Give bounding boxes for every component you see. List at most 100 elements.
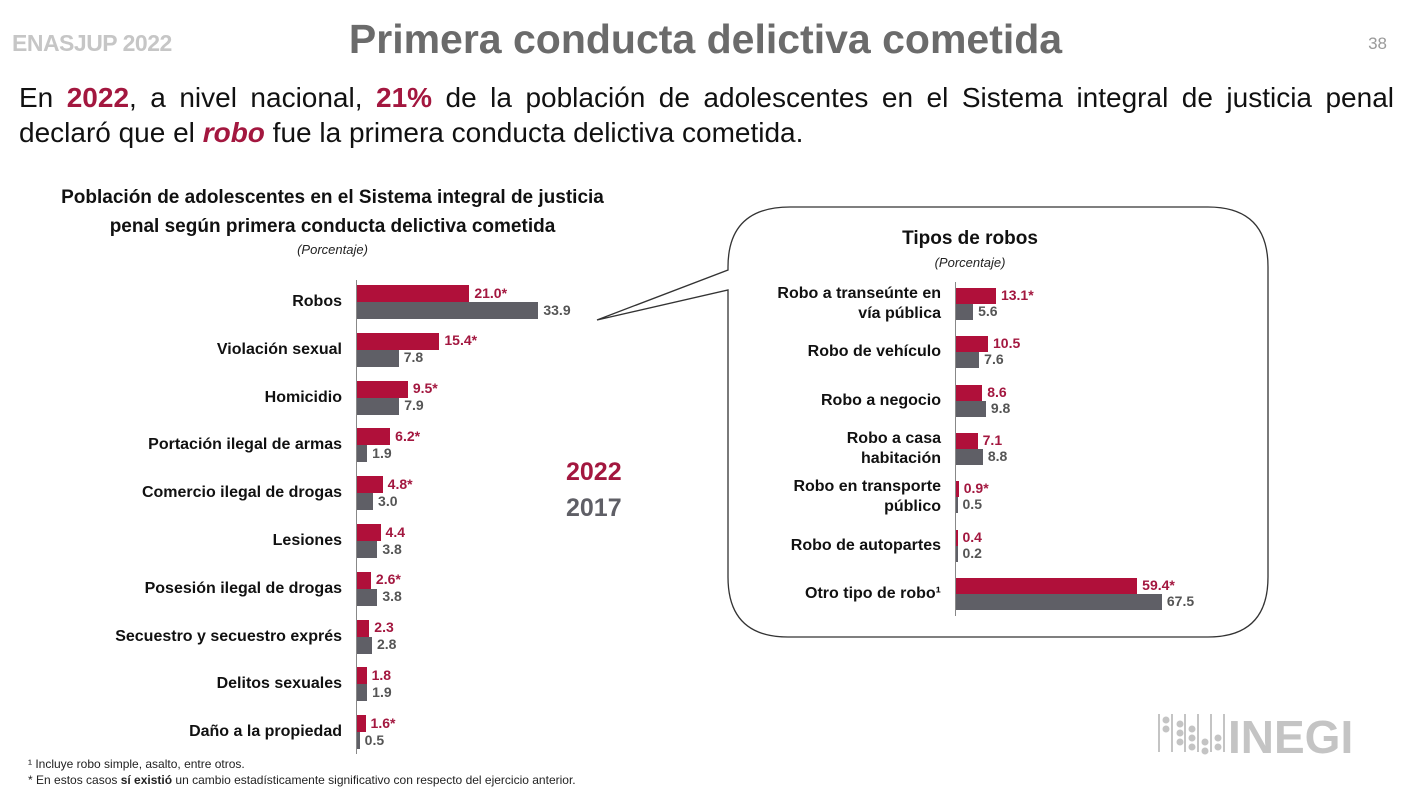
- bar-2017: [357, 302, 539, 319]
- category-label: Homicidio: [264, 388, 342, 406]
- bar-2022: [357, 285, 470, 302]
- bar-2017: [357, 493, 374, 511]
- inegi-logo: INEGI: [1158, 712, 1353, 757]
- bar-2022: [956, 288, 996, 304]
- category-label: Robo a transeúnte en vía pública: [777, 285, 941, 322]
- bar-2017: [357, 397, 400, 415]
- data-label-2022: 1.8: [371, 666, 392, 683]
- legend-2017: 2017: [566, 494, 622, 522]
- data-label-2022: 6.2*: [395, 427, 421, 444]
- lead-text: En 2022, a nivel nacional, 21% de la pob…: [19, 80, 1394, 150]
- category-label: Lesiones: [272, 532, 342, 549]
- category-label: Otro tipo de robo¹: [805, 584, 941, 602]
- data-label-2017: 8.8: [987, 447, 1008, 464]
- slide-title: Primera conducta delictiva cometida: [348, 16, 1063, 62]
- right-chart-title: Tipos de robos: [902, 228, 1038, 249]
- bar-2017: [956, 545, 958, 562]
- bar-2017: [956, 352, 980, 369]
- category-label: Robo de autopartes: [790, 536, 941, 554]
- bar-2017: [956, 448, 983, 465]
- category-label: Portación ilegal de armas: [148, 436, 342, 454]
- data-label-2017: 2.8: [376, 636, 397, 653]
- bar-2022: [357, 667, 367, 685]
- bar-2022: [956, 481, 959, 498]
- data-label-2022: 0.4: [962, 528, 982, 545]
- data-label-2022: 4.8*: [387, 475, 413, 492]
- bar-2017: [956, 593, 1162, 610]
- legend-2022: 2022: [566, 458, 622, 486]
- lead-part: de la población de adolescentes en el Si…: [19, 82, 1394, 148]
- data-label-2022: 7.1: [982, 431, 1003, 448]
- bar-2017: [956, 400, 986, 417]
- data-label-2022: 2.3: [374, 619, 394, 636]
- bar-2022: [357, 332, 440, 350]
- lead-part: fue la primera conducta delictiva cometi…: [264, 117, 804, 148]
- data-label-2017: 1.9: [372, 683, 392, 700]
- data-label-2022: 8.6: [987, 383, 1007, 400]
- data-label-2017: 5.6: [978, 303, 998, 319]
- category-label: Robo de vehículo: [807, 343, 941, 361]
- footnote-emphasis: sí existió: [120, 773, 173, 787]
- data-label-2017: 9.8: [990, 399, 1011, 416]
- footnote-1: ¹ Incluye robo simple, asalto, entre otr…: [28, 757, 245, 771]
- bar-2017: [956, 497, 958, 514]
- bar-2017: [357, 349, 399, 367]
- survey-brand: ENASJUP 2022: [12, 30, 172, 56]
- category-label: Secuestro y secuestro exprés: [115, 627, 342, 645]
- bar-2022: [956, 384, 983, 401]
- data-label-2017: 0.2: [962, 544, 982, 561]
- data-label-2017: 3.8: [382, 540, 402, 557]
- bar-2022: [357, 715, 366, 733]
- bar-2022: [956, 432, 978, 449]
- data-label-2022: 1.6*: [370, 714, 396, 731]
- category-label: Delitos sexuales: [216, 675, 342, 693]
- data-label-2022: 13.1*: [1000, 287, 1034, 303]
- y-axis-line: [955, 281, 956, 616]
- category-label: Robo a casa habitación: [846, 429, 941, 467]
- lead-year: 2022: [66, 82, 130, 113]
- category-label: Daño a la propiedad: [189, 723, 342, 741]
- data-label-2017: 3.0: [378, 492, 398, 509]
- left-chart-unit: (Porcentaje): [297, 242, 368, 257]
- data-label-2017: 7.9: [404, 397, 424, 414]
- data-label-2022: 4.4: [385, 523, 405, 540]
- data-label-2022: 15.4*: [444, 332, 478, 349]
- data-label-2022: 2.6*: [375, 571, 401, 588]
- lead-percent: 21%: [376, 82, 433, 113]
- bar-2022: [357, 476, 383, 494]
- data-label-2022: 10.5: [993, 335, 1021, 352]
- data-label-2022: 0.9*: [963, 480, 989, 497]
- footnote-2: * En estos casos sí existió un cambio es…: [28, 773, 576, 787]
- data-label-2017: 67.5: [1166, 592, 1195, 609]
- lead-robo: robo: [202, 117, 265, 148]
- data-label-2017: 33.9: [543, 301, 571, 318]
- data-label-2017: 0.5: [962, 496, 982, 513]
- bar-2017: [357, 684, 368, 702]
- data-label-2022: 21.0*: [474, 284, 508, 301]
- data-label-2017: 7.6: [984, 351, 1004, 368]
- category-label: Robos: [292, 293, 342, 310]
- category-label: Violación sexual: [216, 340, 342, 358]
- bar-2017: [357, 445, 368, 463]
- bar-2017: [357, 541, 378, 558]
- page-number: 38: [1368, 34, 1387, 53]
- category-label: Robo a negocio: [821, 391, 941, 409]
- lead-part: En: [19, 82, 67, 113]
- category-label: Robo en transporte público: [793, 478, 941, 516]
- bar-2022: [357, 380, 408, 398]
- data-label-2017: 7.8: [403, 349, 424, 366]
- bar-2017: [357, 588, 378, 606]
- data-label-2017: 0.5: [364, 731, 385, 748]
- footnote-part: un cambio estadísticamente significativo…: [172, 773, 576, 787]
- data-label-2022: 59.4*: [1142, 576, 1175, 593]
- bar-2022: [956, 577, 1138, 594]
- y-axis-line: [356, 280, 357, 755]
- right-chart-unit: (Porcentaje): [934, 255, 1006, 270]
- category-label: Posesión ilegal de drogas: [144, 579, 342, 597]
- data-label-2017: 3.8: [382, 588, 402, 605]
- bar-2022: [357, 524, 381, 541]
- bar-2022: [357, 428, 391, 446]
- data-label-2022: 9.5*: [412, 380, 438, 397]
- bar-2022: [357, 571, 371, 589]
